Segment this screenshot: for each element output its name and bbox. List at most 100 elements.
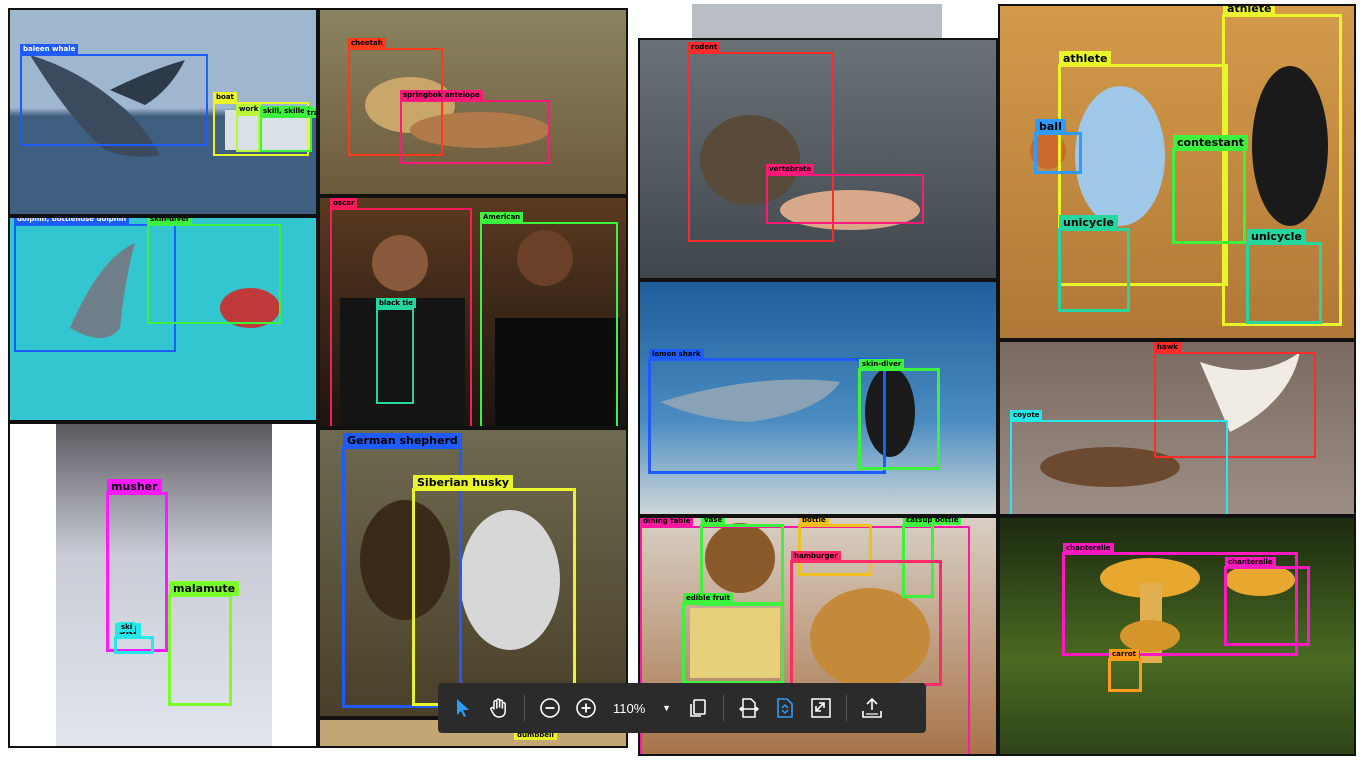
bbox-chanterelle-right: chanterelle xyxy=(1224,557,1310,646)
bbox-skin-diver: skin-diver xyxy=(147,218,281,324)
bbox-lemon-shark: lemon shark xyxy=(648,349,886,474)
image-cheetah[interactable]: cheetah springbok antelope xyxy=(318,8,628,196)
copy-icon xyxy=(690,699,706,717)
bbox-label: edible fruit xyxy=(683,593,733,603)
bbox-label: unicycle xyxy=(1247,229,1306,244)
bbox-label: skin-diver xyxy=(147,218,193,224)
bbox-athlete-left: athlete xyxy=(1058,51,1228,286)
bbox-label: oscar xyxy=(330,198,358,208)
hawk-silhouette xyxy=(1040,352,1300,487)
bbox-skin-diver: skin-diver xyxy=(858,359,940,470)
shark-silhouette xyxy=(660,367,915,457)
bbox-label: unicycle xyxy=(1059,215,1118,230)
bbox-black-tie: black tie xyxy=(376,298,416,404)
bbox-siberian-husky: Siberian husky xyxy=(412,475,576,706)
bbox-label-ski-small: ski xyxy=(118,622,136,632)
bbox-label: cheetah xyxy=(348,38,386,48)
bbox-label: athlete xyxy=(1059,51,1112,66)
bbox-bottle: bottle xyxy=(798,518,872,576)
bbox-label: athlete xyxy=(1223,6,1276,16)
bbox-edible-fruit: edible fruit xyxy=(682,593,784,684)
bbox-label: American xyxy=(480,212,524,222)
export-button[interactable] xyxy=(857,693,887,723)
upload-icon xyxy=(862,697,882,718)
bbox-ski: ski xyxy=(114,623,154,654)
bbox-baleen-whale: baleen whale xyxy=(20,44,208,146)
bbox-label: chanterelle xyxy=(1225,557,1276,567)
toolbar-divider xyxy=(846,695,847,721)
dogs-silhouette xyxy=(360,500,560,650)
fit-page-button[interactable] xyxy=(770,693,800,723)
bbox-label: baleen whale xyxy=(20,44,79,54)
bbox-vertebrate: vertebrate xyxy=(766,164,924,224)
zoom-out-icon xyxy=(540,698,560,718)
bbox-cheetah: cheetah xyxy=(348,38,443,156)
bbox-unicycle-left: unicycle xyxy=(1058,215,1130,312)
image-dogs[interactable]: German shepherd Siberian husky xyxy=(318,428,628,718)
image-obama[interactable]: oscar American black tie xyxy=(318,196,628,428)
bbox-dolphin: dolphin, bottlenose dolphin xyxy=(14,218,176,352)
copy-button[interactable] xyxy=(683,693,713,723)
bbox-label: springbok antelope xyxy=(400,90,483,100)
bbox-label: skin-diver xyxy=(859,359,905,369)
bbox-label: Siberian husky xyxy=(413,475,514,490)
zoom-level-select[interactable]: 110% ▼ xyxy=(607,694,677,722)
select-tool-button[interactable] xyxy=(448,693,478,723)
bbox-contestant: contestant xyxy=(1172,135,1248,244)
bbox-carrot: carrot xyxy=(1108,649,1142,692)
image-musher[interactable]: musher malamute ski ski xyxy=(8,422,318,748)
bbox-label: dolphin, bottlenose dolphin xyxy=(14,218,130,224)
otter-silhouette xyxy=(700,115,920,230)
bbox-label: rodent xyxy=(688,42,721,52)
players-silhouette xyxy=(1030,66,1328,226)
bbox-oscar: oscar xyxy=(330,198,472,426)
fit-width-button[interactable] xyxy=(734,693,764,723)
bbox-athlete-right: athlete xyxy=(1222,6,1342,326)
bbox-boat: boat xyxy=(213,92,309,156)
bbox-label-dumbbell: dumbbell xyxy=(514,730,557,740)
bbox-hawk: hawk xyxy=(1154,342,1316,458)
mushroom-silhouette xyxy=(1100,558,1295,663)
bbox-label: skill, skilled xyxy=(260,106,313,116)
image-basketball[interactable]: athlete athlete ball contestant unicycle… xyxy=(998,4,1356,340)
image-dolphin[interactable]: dolphin, bottlenose dolphin skin-diver xyxy=(8,216,318,422)
bbox-ball: ball xyxy=(1034,119,1082,174)
bbox-label: vase xyxy=(701,518,726,525)
bbox-work: work xyxy=(236,104,262,152)
fullscreen-icon xyxy=(811,698,831,718)
bbox-label: bottle xyxy=(799,518,829,525)
toolbar-divider xyxy=(723,695,724,721)
bbox-chanterelle-left: chanterelle xyxy=(1062,543,1298,656)
bbox-rodent: rodent xyxy=(688,42,834,242)
bbox-unicycle-right: unicycle xyxy=(1246,229,1322,324)
fullscreen-button[interactable] xyxy=(806,693,836,723)
bbox-label: lemon shark xyxy=(649,349,704,359)
bbox-label: ball xyxy=(1035,119,1066,134)
fit-page-icon xyxy=(777,698,793,718)
bbox-malamute: malamute xyxy=(168,581,240,706)
bbox-label: malamute xyxy=(169,581,240,596)
bbox-label: coyote xyxy=(1010,410,1043,420)
bbox-label: chanterelle xyxy=(1063,543,1114,553)
bbox-label: hawk xyxy=(1154,342,1181,352)
cursor-icon xyxy=(457,699,469,717)
bbox-skill: skill, skilled xyxy=(260,106,313,152)
pan-tool-button[interactable] xyxy=(484,693,514,723)
image-otter[interactable]: rodent vertebrate xyxy=(638,38,998,280)
bbox-german-shepherd: German shepherd xyxy=(342,433,462,708)
bbox-musher: musher xyxy=(106,479,168,652)
image-whale[interactable]: baleen whale boat work skill, skilled tr… xyxy=(8,8,318,216)
bbox-dining-table: dining table xyxy=(640,518,970,754)
viewer-toolbar: 110% ▼ xyxy=(438,683,926,733)
image-hawk[interactable]: hawk coyote xyxy=(998,340,1356,516)
bbox-label: hamburger xyxy=(791,551,841,561)
zoom-out-button[interactable] xyxy=(535,693,565,723)
bbox-label: black tie xyxy=(376,298,416,308)
image-top-slice xyxy=(692,4,942,38)
zoom-in-button[interactable] xyxy=(571,693,601,723)
image-mushroom[interactable]: chanterelle chanterelle carrot xyxy=(998,516,1356,756)
chevron-down-icon: ▼ xyxy=(662,703,671,713)
image-shark[interactable]: lemon shark skin-diver xyxy=(638,280,998,516)
bbox-label: dining table xyxy=(640,518,694,526)
